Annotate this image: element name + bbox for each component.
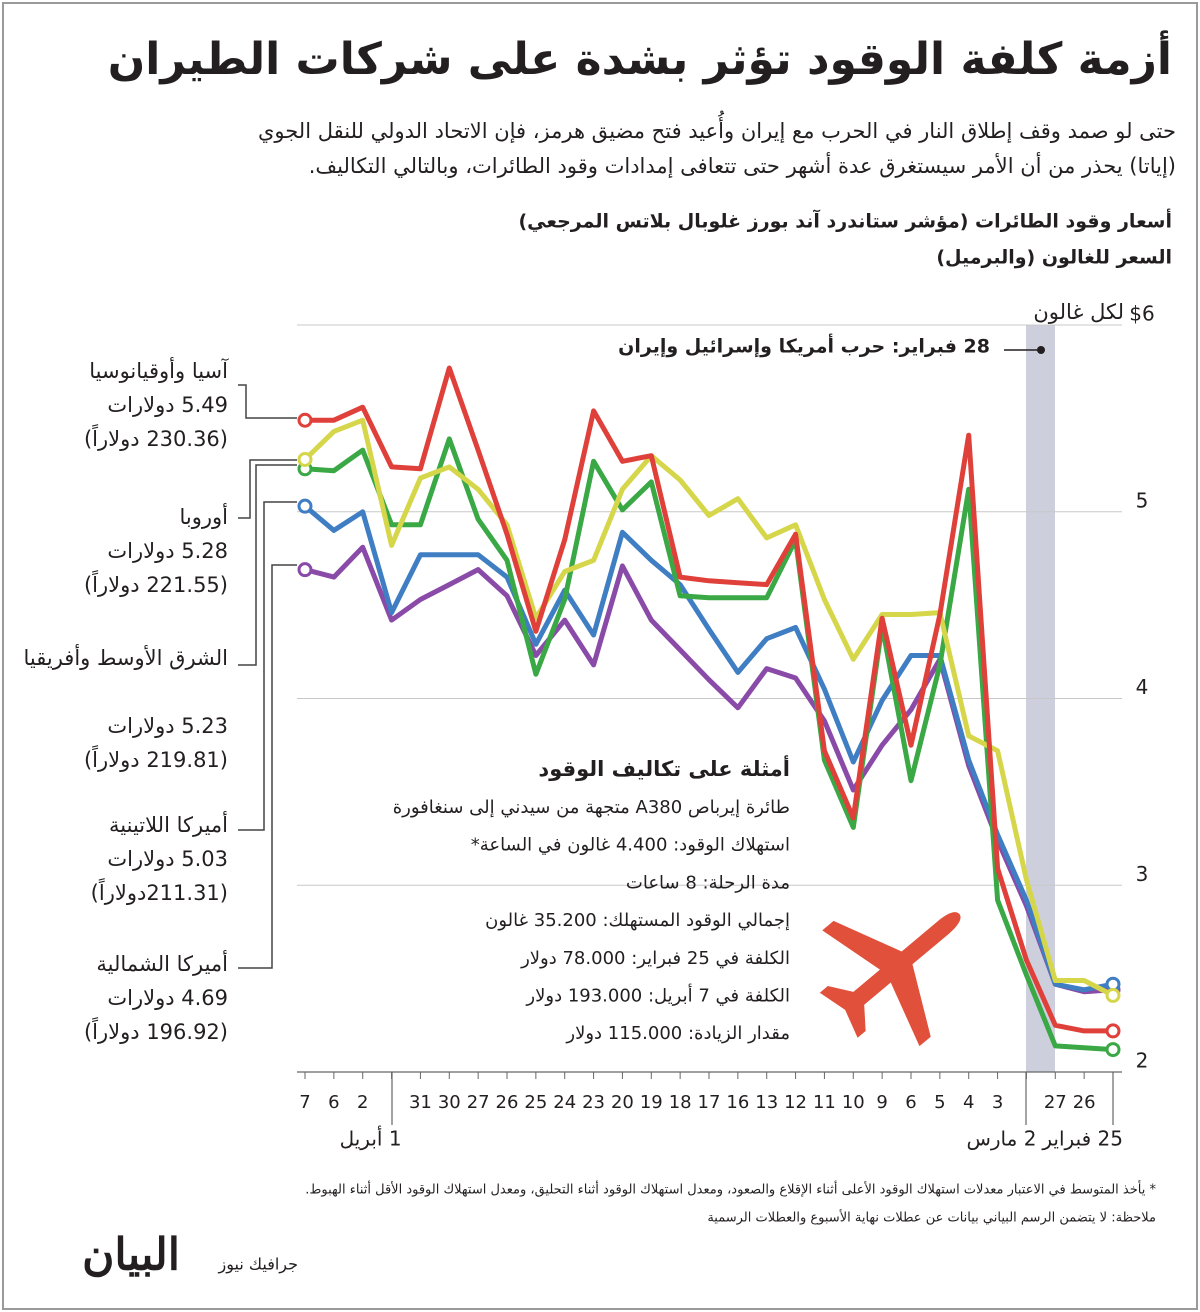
x-tick-label: 25: [524, 1092, 547, 1113]
legend-name: أوروبا: [179, 503, 228, 529]
x-tick-label: 19: [640, 1092, 663, 1113]
brand-section: جرافيك نيوز: [218, 1255, 298, 1275]
y-unit: لكل غالون: [1033, 300, 1124, 324]
legend-barrel: (211.31دولاراً): [91, 877, 228, 905]
x-tick-label: 6: [328, 1092, 339, 1113]
connector: [238, 384, 297, 419]
x-tick-label: 5: [934, 1092, 945, 1113]
legend-price: 5.28 دولارات: [107, 539, 228, 563]
x-tick-label: 6: [905, 1092, 916, 1113]
footnote: ملاحظة: لا يتضمن الرسم البياني بيانات عن…: [707, 1209, 1156, 1226]
end-point: [297, 498, 313, 514]
annotation: 28 فبراير: حرب أمريكا وإسرائيل وإيران: [618, 334, 990, 358]
series-line: [305, 365, 1113, 1034]
end-point: [1105, 1042, 1121, 1058]
inset-line: الكلفة في 7 أبريل: 193.000 دولار: [525, 984, 790, 1007]
inset-title: أمثلة على تكاليف الوقود: [538, 754, 790, 781]
x-tick-label: 26: [1073, 1092, 1096, 1113]
x-tick-label: 11: [813, 1092, 836, 1113]
x-tick-label: 2 مارس: [966, 1127, 1036, 1151]
connector: [238, 564, 297, 969]
end-point: [297, 562, 313, 578]
end-point: [297, 451, 313, 467]
end-point: [1105, 1023, 1121, 1039]
inset-line: طائرة إيرباص A380 متجهة من سيدني إلى سنغ…: [393, 797, 790, 818]
legend-barrel: (221.55 دولاراً): [84, 569, 228, 597]
x-tick-label: 31: [409, 1092, 432, 1113]
legend-price: 5.23 دولارات: [107, 714, 228, 738]
legend-name: أميركا اللاتينية: [109, 811, 228, 837]
x-tick-label: 1 أبريل: [340, 1126, 402, 1151]
end-point: [1105, 987, 1121, 1003]
chart-subtitle: السعر للغالون (والبرميل): [936, 247, 1172, 269]
series-line: [303, 417, 1115, 998]
x-tick-label: 16: [726, 1092, 749, 1113]
legend-price: 5.03 دولارات: [107, 847, 228, 871]
connector: [238, 501, 297, 831]
inset-line: مدة الرحلة: 8 ساعات: [626, 872, 790, 893]
inset: طائرة إيرباص A380 متجهة من سيدني إلى سنغ…: [393, 797, 790, 1044]
legend-barrel: (230.36 دولاراً): [84, 423, 228, 451]
end-point: [297, 412, 313, 428]
x-tick-label: 18: [669, 1092, 692, 1113]
x-tick-label: 12: [784, 1092, 807, 1113]
x-tick-label: 30: [438, 1092, 461, 1113]
plot: أميركا الشمالية 4.69 دولارات (196.92 دولار…: [24, 357, 1121, 1058]
x-tick-label: 10: [842, 1092, 865, 1113]
chart-title: أسعار وقود الطائرات (مؤشر ستاندرد آند بو…: [518, 209, 1172, 233]
x-tick-label: 2: [357, 1092, 368, 1113]
label-connectors: [238, 384, 297, 969]
x-tick-label: 27: [467, 1092, 490, 1113]
plane-icon: [819, 912, 961, 1047]
y-tick-label: 2: [1136, 1049, 1149, 1073]
y-tick-label: 3: [1136, 862, 1149, 886]
legend-barrel: (196.92 دولاراً): [84, 1016, 228, 1044]
inset-line: مقدار الزيادة: 115.000 دولار: [565, 1023, 790, 1044]
x-tick-label: 17: [698, 1092, 721, 1113]
x-tick-label: 3: [992, 1092, 1003, 1113]
x-tick-label: 7: [299, 1092, 310, 1113]
legend-price: 4.69 دولارات: [107, 986, 228, 1010]
inset-line: الكلفة في 25 فبراير: 78.000 دولار: [520, 948, 790, 969]
legend-name: آسيا وأوقيانوسيا: [89, 357, 229, 383]
month-separators: [391, 1072, 1114, 1125]
legend-price: 5.49 دولارات: [107, 393, 228, 417]
x-tick-label: 24: [553, 1092, 576, 1113]
annotation-dot: [1037, 346, 1045, 354]
footnote: * يأخذ المتوسط في الاعتبار معدلات استهلا…: [305, 1180, 1156, 1198]
legend-name: الشرق الأوسط وأفريقيا: [24, 644, 228, 670]
x-tick-label: 27: [1044, 1092, 1067, 1113]
y-tick-label: 5: [1136, 488, 1149, 512]
x-tick-label: 9: [876, 1092, 887, 1113]
connector: [238, 459, 297, 519]
title: أزمة كلفة الوقود تؤثر بشدة على شركات الط…: [108, 30, 1172, 85]
x-tick-label: 23: [582, 1092, 605, 1113]
x-tick-label: 4: [963, 1092, 974, 1113]
x-tick-label: 25 فبراير: [1041, 1127, 1123, 1151]
series-line: [303, 504, 1114, 993]
y-tick-label: $6: [1129, 302, 1154, 326]
legend-name: أميركا الشمالية: [96, 950, 228, 976]
series-line: [304, 436, 1114, 1053]
subtitle: (إياتا) يحذر من أن الأمر سيستغرق عدة أشه…: [309, 152, 1176, 179]
connector: [238, 464, 297, 666]
x-tick-label: 26: [496, 1092, 519, 1113]
y-tick-label: 4: [1136, 675, 1149, 699]
inset-line: استهلاك الوقود: 4.400 غالون في الساعة*: [471, 835, 790, 856]
legend-barrel: (219.81 دولاراً): [84, 744, 228, 772]
logo: البيان: [82, 1230, 180, 1281]
x-tick-label: 20: [611, 1092, 634, 1113]
inset-line: إجمالي الوقود المستهلك: 35.200 غالون: [485, 910, 790, 931]
x-tick-label: 13: [755, 1092, 778, 1113]
